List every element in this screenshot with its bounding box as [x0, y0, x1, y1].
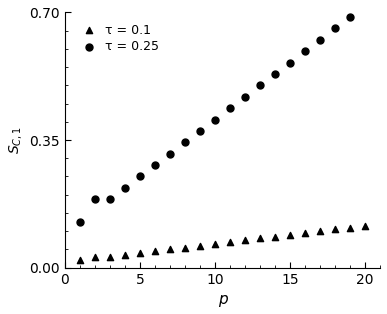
- τ = 0.25: [122, 185, 128, 190]
- τ = 0.1: [287, 232, 293, 237]
- τ = 0.25: [287, 60, 293, 65]
- τ = 0.25: [257, 83, 263, 88]
- τ = 0.1: [272, 234, 278, 239]
- τ = 0.1: [77, 258, 83, 263]
- τ = 0.1: [92, 254, 98, 259]
- τ = 0.25: [152, 163, 158, 168]
- X-axis label: p: p: [218, 292, 227, 307]
- τ = 0.25: [167, 151, 173, 156]
- τ = 0.25: [212, 117, 218, 122]
- τ = 0.25: [197, 128, 203, 133]
- τ = 0.25: [107, 197, 113, 202]
- τ = 0.1: [317, 229, 323, 234]
- τ = 0.1: [197, 243, 203, 248]
- τ = 0.1: [332, 227, 338, 232]
- τ = 0.25: [182, 140, 188, 145]
- τ = 0.25: [272, 72, 278, 77]
- τ = 0.25: [227, 106, 233, 111]
- τ = 0.25: [317, 37, 323, 42]
- τ = 0.1: [302, 230, 308, 236]
- τ = 0.1: [347, 225, 353, 230]
- τ = 0.1: [227, 240, 233, 245]
- τ = 0.1: [152, 249, 158, 254]
- Legend: τ = 0.1, τ = 0.25: τ = 0.1, τ = 0.25: [71, 19, 164, 58]
- Y-axis label: $S_{C,1}$: $S_{C,1}$: [7, 126, 24, 154]
- τ = 0.1: [242, 238, 248, 243]
- τ = 0.1: [212, 241, 218, 246]
- τ = 0.1: [362, 223, 368, 228]
- τ = 0.25: [92, 197, 98, 202]
- τ = 0.1: [182, 245, 188, 250]
- τ = 0.25: [137, 174, 143, 179]
- τ = 0.25: [302, 49, 308, 54]
- τ = 0.1: [122, 252, 128, 257]
- τ = 0.25: [362, 3, 368, 8]
- τ = 0.25: [242, 94, 248, 99]
- τ = 0.1: [137, 251, 143, 256]
- τ = 0.25: [347, 14, 353, 19]
- τ = 0.1: [107, 254, 113, 259]
- τ = 0.25: [77, 219, 83, 225]
- τ = 0.1: [257, 236, 263, 241]
- τ = 0.1: [167, 247, 173, 252]
- τ = 0.25: [332, 26, 338, 31]
